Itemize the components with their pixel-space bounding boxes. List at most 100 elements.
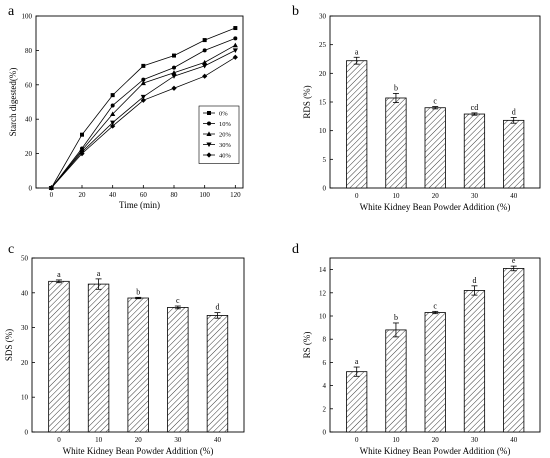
data-point	[48, 185, 54, 191]
series-40%	[48, 54, 238, 191]
data-point	[202, 73, 208, 79]
bar	[424, 107, 446, 189]
y-tick-label: 100	[22, 13, 33, 21]
legend-marker	[207, 111, 211, 115]
x-tick-label: 120	[230, 191, 241, 199]
bar-group: b	[385, 83, 407, 189]
x-tick-label: 40	[510, 436, 518, 444]
x-tick-label: 0	[355, 192, 359, 200]
bar-group: a	[48, 270, 70, 433]
bar	[424, 312, 446, 433]
x-tick-label: 30	[471, 436, 479, 444]
y-tick-label: 0	[29, 185, 33, 193]
x-tick-label: 20	[79, 191, 87, 199]
x-tick-label: 40	[109, 191, 117, 199]
y-tick-label: 30	[21, 324, 29, 332]
significance-label: d	[215, 303, 219, 312]
y-tick-label: 25	[319, 41, 327, 49]
data-point	[232, 54, 238, 60]
legend-marker	[207, 121, 211, 126]
y-tick-label: 20	[25, 150, 33, 158]
bar	[87, 283, 110, 433]
panel-b: b 0 5 10 15 20 25 30 0 10 20 30 40 White Kidney Bean …	[292, 4, 541, 212]
bar	[206, 315, 229, 433]
bar	[503, 119, 525, 189]
x-tick-label: 0	[57, 436, 61, 444]
data-point	[140, 94, 146, 100]
significance-label: b	[394, 83, 398, 92]
x-tick-label: 10	[392, 192, 400, 200]
bar-group: d	[206, 303, 229, 433]
data-point	[110, 120, 116, 126]
y-tick-label: 5	[323, 156, 327, 164]
x-tick-label: 10	[95, 436, 103, 444]
bar	[463, 290, 486, 433]
data-point	[172, 65, 176, 70]
data-point	[110, 103, 115, 108]
significance-label: cd	[471, 103, 479, 112]
legend-label: 30%	[219, 142, 232, 149]
panel-letter: c	[8, 242, 14, 257]
bar-group: a	[346, 47, 368, 189]
data-point	[172, 53, 176, 58]
x-tick-label: 10	[392, 436, 400, 444]
data-point	[202, 63, 208, 69]
x-tick-label: 20	[135, 436, 143, 444]
significance-label: d	[472, 276, 476, 285]
data-point	[110, 111, 116, 117]
bar-group: c	[424, 301, 446, 433]
y-axis-title: RS (%)	[302, 332, 312, 359]
legend: 0% 10% 20% 30% 40%	[198, 105, 240, 164]
y-tick-label: 40	[25, 116, 33, 124]
significance-label: a	[355, 357, 359, 366]
y-tick-label: 8	[323, 336, 327, 344]
data-point	[202, 59, 208, 65]
y-tick-label: 6	[323, 359, 327, 367]
x-tick-label: 0	[50, 191, 54, 199]
significance-label: c	[433, 301, 437, 310]
x-tick-label: 80	[171, 191, 179, 199]
x-tick-label: 60	[140, 191, 148, 199]
y-tick-label: 20	[319, 70, 327, 78]
y-tick-label: 15	[319, 99, 327, 107]
y-tick-label: 60	[25, 81, 33, 89]
panel-a: a 0 20 40 60 80 100 0 20 40 60 80 100 120 Time (min) St…	[8, 4, 244, 210]
bar-group: cd	[463, 103, 486, 189]
x-tick-label: 40	[214, 436, 222, 444]
significance-label: c	[176, 296, 180, 305]
y-tick-label: 0	[25, 429, 29, 437]
y-tick-label: 20	[21, 359, 29, 367]
y-tick-label: 50	[21, 255, 29, 263]
significance-label: a	[57, 270, 61, 279]
significance-label: d	[512, 107, 516, 116]
data-point	[171, 70, 177, 75]
x-axis-title: Time (min)	[119, 200, 160, 210]
legend-marker	[206, 152, 212, 158]
y-tick-label: 0	[323, 429, 327, 437]
x-axis-title: White Kidney Bean Powder Addition (%)	[63, 446, 214, 456]
x-tick-label: 30	[174, 436, 182, 444]
y-tick-label: 10	[319, 313, 327, 321]
data-point	[141, 63, 146, 68]
significance-label: a	[97, 269, 101, 278]
y-tick-label: 0	[323, 185, 327, 193]
data-point	[110, 123, 116, 129]
bar-group: d	[503, 107, 525, 189]
plot-frame	[35, 15, 244, 189]
bar	[127, 297, 149, 433]
bar-group: b	[127, 287, 149, 433]
legend-box	[198, 105, 240, 164]
y-tick-label: 30	[319, 13, 327, 21]
x-axis-title: White Kidney Bean Powder Addition (%)	[360, 446, 511, 456]
legend-label: 10%	[219, 121, 232, 128]
legend-label: 0%	[219, 110, 228, 117]
bar	[48, 280, 70, 433]
x-axis-title: White Kidney Bean Powder Addition (%)	[360, 202, 511, 212]
y-axis-title: RDS (%)	[302, 85, 312, 118]
y-tick-label: 12	[319, 289, 327, 297]
y-tick-label: 10	[21, 394, 29, 402]
y-axis-title: Starch digested(%)	[8, 68, 18, 137]
significance-label: e	[512, 256, 516, 265]
